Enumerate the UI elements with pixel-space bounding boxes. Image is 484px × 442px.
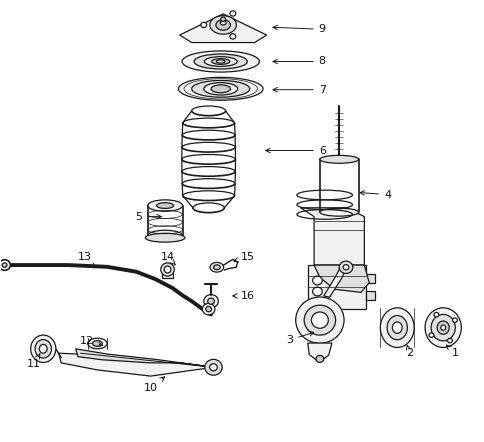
Circle shape	[200, 22, 206, 27]
Ellipse shape	[211, 85, 230, 93]
Polygon shape	[300, 208, 363, 265]
Circle shape	[342, 265, 348, 270]
Text: 9: 9	[272, 24, 325, 34]
Circle shape	[220, 17, 225, 21]
Text: 15: 15	[233, 252, 254, 262]
Ellipse shape	[210, 263, 223, 272]
Ellipse shape	[210, 15, 236, 34]
Circle shape	[452, 318, 456, 322]
Polygon shape	[365, 291, 374, 300]
Text: 4: 4	[359, 190, 390, 200]
Polygon shape	[76, 349, 213, 367]
Ellipse shape	[178, 77, 262, 100]
Text: 7: 7	[272, 85, 325, 95]
Text: 1: 1	[445, 345, 458, 358]
Ellipse shape	[386, 316, 407, 340]
Text: 11: 11	[27, 354, 41, 369]
Ellipse shape	[319, 155, 358, 163]
Polygon shape	[314, 265, 368, 292]
Ellipse shape	[145, 233, 184, 242]
Text: 16: 16	[232, 291, 254, 301]
Text: 14: 14	[160, 252, 175, 265]
Circle shape	[203, 294, 218, 308]
Polygon shape	[59, 353, 213, 376]
Ellipse shape	[213, 265, 220, 270]
Circle shape	[204, 359, 222, 375]
Ellipse shape	[39, 344, 47, 353]
Ellipse shape	[430, 314, 454, 341]
Ellipse shape	[220, 20, 226, 25]
Circle shape	[2, 263, 7, 267]
Ellipse shape	[194, 54, 247, 69]
Text: 2: 2	[405, 345, 412, 358]
Text: 13: 13	[78, 252, 94, 268]
Ellipse shape	[379, 308, 413, 347]
Ellipse shape	[88, 338, 107, 349]
Text: 3: 3	[286, 332, 313, 345]
Ellipse shape	[319, 208, 358, 216]
Circle shape	[428, 333, 433, 337]
Circle shape	[0, 260, 10, 271]
Ellipse shape	[182, 51, 259, 72]
Circle shape	[202, 303, 214, 315]
Ellipse shape	[191, 80, 249, 97]
Text: 6: 6	[265, 145, 325, 156]
Polygon shape	[161, 273, 173, 278]
Circle shape	[207, 298, 214, 304]
Ellipse shape	[436, 321, 448, 334]
Ellipse shape	[203, 83, 237, 95]
Text: 12: 12	[79, 336, 102, 347]
Circle shape	[229, 11, 235, 16]
Circle shape	[229, 34, 235, 39]
Polygon shape	[179, 14, 266, 42]
Polygon shape	[365, 274, 374, 283]
Ellipse shape	[35, 339, 51, 358]
Ellipse shape	[148, 230, 182, 241]
Ellipse shape	[311, 312, 328, 328]
Circle shape	[312, 276, 322, 285]
Ellipse shape	[160, 263, 174, 276]
Circle shape	[316, 355, 323, 362]
Circle shape	[312, 287, 322, 296]
Text: 5: 5	[135, 212, 161, 221]
Ellipse shape	[424, 308, 460, 347]
Ellipse shape	[216, 60, 225, 63]
Polygon shape	[323, 262, 348, 297]
Ellipse shape	[392, 322, 401, 333]
Ellipse shape	[295, 297, 343, 343]
Bar	[307, 265, 365, 309]
Text: 8: 8	[272, 57, 325, 66]
Ellipse shape	[440, 325, 445, 330]
Ellipse shape	[164, 266, 170, 273]
Ellipse shape	[215, 19, 230, 30]
Ellipse shape	[92, 341, 102, 347]
Text: 10: 10	[143, 377, 164, 393]
Polygon shape	[307, 343, 331, 360]
Circle shape	[338, 261, 352, 274]
Circle shape	[433, 312, 438, 317]
Ellipse shape	[30, 335, 56, 362]
Ellipse shape	[156, 203, 173, 209]
Circle shape	[205, 306, 211, 312]
Ellipse shape	[204, 57, 237, 66]
Ellipse shape	[211, 59, 229, 65]
Circle shape	[209, 364, 217, 371]
Circle shape	[447, 339, 452, 343]
Ellipse shape	[148, 200, 182, 211]
Ellipse shape	[303, 305, 335, 335]
